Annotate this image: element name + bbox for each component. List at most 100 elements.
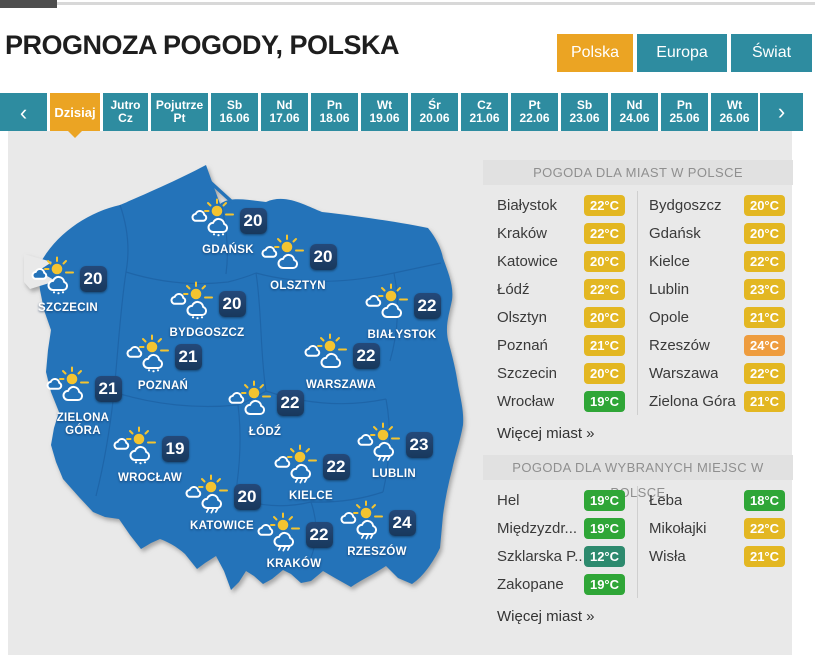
- temp-badge: 21°C: [744, 545, 785, 567]
- poland-map-area: 20 GDAŃSK 20 OLSZTYN 20 SZCZECIN 20 BYDGOSZCZ 22…: [8, 131, 488, 655]
- city-temp-row[interactable]: Kielce 22°C: [649, 247, 785, 275]
- date-tab-25.06[interactable]: Pn 25.06: [661, 93, 708, 131]
- temp-badge: 19°C: [584, 489, 625, 511]
- col-left: Hel 19°C Międzyzdr... 19°C Szklarska P... 12°…: [483, 486, 637, 598]
- city-temp-row[interactable]: Lublin 23°C: [649, 275, 785, 303]
- city-temp-row[interactable]: Hel 19°C: [497, 486, 625, 514]
- region-tab-europa[interactable]: Europa: [637, 34, 727, 72]
- temp-badge: 24°C: [744, 334, 785, 356]
- poland-outline: [38, 165, 464, 590]
- date-tab-date: 18.06: [319, 111, 350, 125]
- map-city-marker[interactable]: 20 GDAŃSK: [178, 198, 278, 257]
- map-temp-badge: 21: [94, 375, 122, 402]
- city-temp-row[interactable]: Łeba 18°C: [649, 486, 785, 514]
- date-tab-date: 16.06: [219, 111, 250, 125]
- map-city-marker[interactable]: 22 BIAŁYSTOK: [352, 283, 452, 342]
- map-city-marker[interactable]: 24 RZESZÓW: [327, 500, 427, 559]
- date-tab-18.06[interactable]: Pn 18.06: [311, 93, 358, 131]
- date-tab-day: Wt: [726, 98, 743, 112]
- map-city-marker[interactable]: 20 OLSZTYN: [248, 234, 348, 293]
- map-city-marker[interactable]: 21 POZNAŃ: [113, 334, 213, 393]
- temp-badge: 20°C: [584, 306, 625, 328]
- map-city-marker[interactable]: 20 BYDGOSZCZ: [157, 281, 257, 340]
- city-temp-row[interactable]: Mikołajki 22°C: [649, 514, 785, 542]
- date-tab-dzisiaj[interactable]: Dzisiaj: [50, 93, 100, 138]
- temp-badge: 20°C: [584, 250, 625, 272]
- date-tab-day: Sb: [576, 98, 593, 112]
- map-city-label: OLSZTYN: [270, 280, 326, 292]
- city-temp-row[interactable]: Wrocław 19°C: [497, 387, 625, 415]
- storm-weather-icon: [256, 512, 302, 557]
- date-tab-19.06[interactable]: Wt 19.06: [361, 93, 408, 131]
- region-tab-polska[interactable]: Polska: [557, 34, 633, 72]
- map-city-marker[interactable]: 20 SZCZECIN: [18, 256, 118, 315]
- partly-weather-icon: [260, 234, 306, 279]
- region-tabs: Polska Europa Świat: [557, 34, 812, 72]
- storm-weather-icon: [356, 422, 402, 467]
- city-temp-row[interactable]: Zakopane 19°C: [497, 570, 625, 598]
- city-temp-row[interactable]: Poznań 21°C: [497, 331, 625, 359]
- city-temp-row[interactable]: Szczecin 20°C: [497, 359, 625, 387]
- city-temp-row[interactable]: Katowice 20°C: [497, 247, 625, 275]
- date-tab-24.06[interactable]: Nd 24.06: [611, 93, 658, 131]
- date-tab-date: 25.06: [669, 111, 700, 125]
- region-tab-świat[interactable]: Świat: [731, 34, 812, 72]
- city-temp-row[interactable]: Zielona Góra 21°C: [649, 387, 785, 415]
- date-tab-date: 19.06: [369, 111, 400, 125]
- temp-badge: 20°C: [584, 362, 625, 384]
- date-tab-day: Pn: [676, 98, 693, 112]
- date-tab-22.06[interactable]: Pt 22.06: [511, 93, 558, 131]
- temp-badge: 20°C: [744, 222, 785, 244]
- city-temp-row[interactable]: Białystok 22°C: [497, 191, 625, 219]
- temp-badge: 21°C: [584, 334, 625, 356]
- next-dates-arrow-icon[interactable]: ›: [760, 93, 803, 131]
- date-tab-20.06[interactable]: Śr 20.06: [411, 93, 458, 131]
- city-temp-row[interactable]: Bydgoszcz 20°C: [649, 191, 785, 219]
- top-left-accent: [0, 0, 57, 8]
- rain-weather-icon: [125, 334, 171, 379]
- map-city-marker[interactable]: 20 KATOWICE: [172, 474, 272, 533]
- map-city-marker[interactable]: 22 KIELCE: [261, 444, 361, 503]
- map-temp-badge: 20: [239, 207, 267, 234]
- city-name: Hel: [497, 491, 520, 509]
- date-tab-16.06[interactable]: Sb 16.06: [211, 93, 258, 131]
- date-tab-cz[interactable]: Jutro Cz: [103, 93, 148, 131]
- map-temp-badge: 22: [276, 389, 304, 416]
- map-city-marker[interactable]: 19 WROCŁAW: [100, 426, 200, 485]
- map-city-marker[interactable]: 21 ZIELONA GÓRA: [33, 366, 133, 438]
- more-cities-link[interactable]: Więcej miast »: [497, 425, 595, 442]
- map-city-marker[interactable]: 22 WARSZAWA: [291, 333, 391, 392]
- city-temp-row[interactable]: Kraków 22°C: [497, 219, 625, 247]
- city-temp-row[interactable]: Olsztyn 20°C: [497, 303, 625, 331]
- date-tab-23.06[interactable]: Sb 23.06: [561, 93, 608, 131]
- city-temp-row[interactable]: Opole 21°C: [649, 303, 785, 331]
- city-temp-row[interactable]: Wisła 21°C: [649, 542, 785, 570]
- map-city-label: KIELCE: [289, 490, 333, 502]
- map-city-label: RZESZÓW: [347, 546, 407, 558]
- map-temp-badge: 22: [322, 453, 350, 480]
- date-tab-26.06[interactable]: Wt 26.06: [711, 93, 758, 131]
- map-city-marker[interactable]: 23 LUBLIN: [344, 422, 444, 481]
- map-city-label: BIAŁYSTOK: [367, 329, 437, 341]
- map-city-marker[interactable]: 22 ŁÓDŹ: [215, 380, 315, 439]
- date-tab-day: Dzisiaj: [54, 104, 96, 120]
- date-tab-pt[interactable]: Pojutrze Pt: [151, 93, 208, 131]
- city-temp-row[interactable]: Łódź 22°C: [497, 275, 625, 303]
- prev-dates-arrow-icon[interactable]: ‹: [0, 93, 47, 131]
- city-temp-row[interactable]: Rzeszów 24°C: [649, 331, 785, 359]
- col-right: Bydgoszcz 20°C Gdańsk 20°C Kielce 22°C Lublin 2…: [637, 191, 793, 415]
- more-cities-link[interactable]: Więcej miast »: [497, 608, 595, 625]
- map-city-marker[interactable]: 22 KRAKÓW: [244, 512, 344, 571]
- temp-badge: 23°C: [744, 278, 785, 300]
- panel-header: POGODA DLA MIAST W POLSCE: [483, 160, 793, 185]
- date-tab-17.06[interactable]: Nd 17.06: [261, 93, 308, 131]
- city-temp-row[interactable]: Międzyzdr... 19°C: [497, 514, 625, 542]
- city-name: Olsztyn: [497, 308, 548, 326]
- city-temp-row[interactable]: Szklarska P... 12°C: [497, 542, 625, 570]
- city-temp-row[interactable]: Warszawa 22°C: [649, 359, 785, 387]
- map-temp-badge: 21: [174, 343, 202, 370]
- rain-weather-icon: [30, 256, 76, 301]
- city-temp-row[interactable]: Gdańsk 20°C: [649, 219, 785, 247]
- date-tab-21.06[interactable]: Cz 21.06: [461, 93, 508, 131]
- voivodeship-borders: [95, 204, 442, 568]
